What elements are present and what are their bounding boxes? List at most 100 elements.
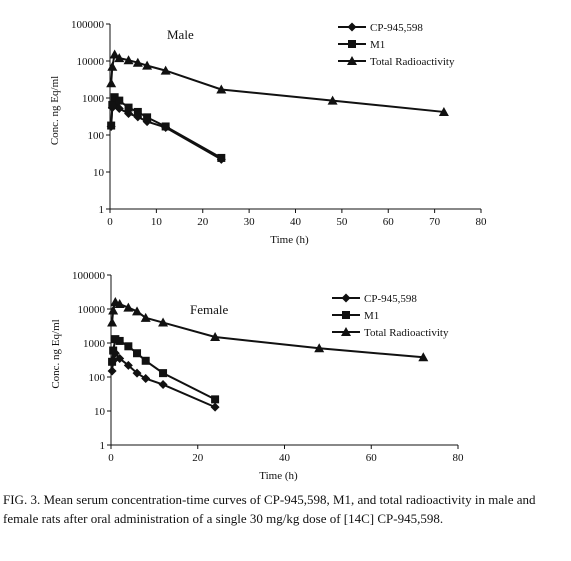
legend-marker <box>347 56 357 65</box>
data-point <box>115 96 124 105</box>
data-point <box>210 332 221 342</box>
legend-entry-cp-945-598: CP-945,598 <box>332 293 417 305</box>
legend-entry-total-radioactivity: Total Radioactivity <box>332 327 449 339</box>
legend-marker <box>348 40 356 48</box>
data-point <box>140 312 151 322</box>
data-point <box>142 60 153 70</box>
series-cp-945-598 <box>107 348 220 412</box>
y-tick-label: 1000 <box>83 338 106 350</box>
data-point <box>111 335 120 344</box>
data-point <box>132 306 143 316</box>
x-tick-label: 30 <box>244 216 256 228</box>
data-point <box>160 65 171 75</box>
data-point <box>115 354 125 364</box>
figure-caption: FIG. 3. Mean serum concentration-time cu… <box>3 492 536 526</box>
legend-label: CP-945,598 <box>370 22 423 34</box>
data-point <box>106 78 117 88</box>
data-point <box>114 104 124 114</box>
legend-label: M1 <box>364 310 379 322</box>
male-chart: 1 10 100 1000 10000 100000 0 10 20 30 40 50 60 70 80 Ti… <box>49 19 488 246</box>
data-point <box>124 342 133 351</box>
y-tick-label: 100000 <box>71 19 105 31</box>
legend-label: Total Radioactivity <box>364 327 449 339</box>
x-tick-label: 80 <box>476 216 488 228</box>
legend-marker <box>341 327 351 336</box>
data-point <box>211 395 220 404</box>
data-point <box>107 317 118 327</box>
chart-title: Female <box>190 302 228 317</box>
x-tick-label: 80 <box>453 452 465 464</box>
data-point <box>418 352 429 362</box>
data-point <box>123 360 133 370</box>
data-point <box>123 302 134 312</box>
data-point <box>109 346 118 355</box>
x-tick-label: 0 <box>108 452 114 464</box>
y-tick-label: 1 <box>99 204 105 216</box>
data-point <box>108 357 117 366</box>
y-tick-label: 10 <box>94 406 106 418</box>
y-tick-label: 1000 <box>82 93 105 105</box>
data-point <box>133 349 142 358</box>
data-point <box>314 343 325 353</box>
y-tick-label: 10000 <box>77 56 105 68</box>
x-axis-label: Time (h) <box>270 234 309 246</box>
data-point <box>133 107 142 116</box>
legend-label: Total Radioactivity <box>370 56 455 68</box>
data-point <box>158 380 168 390</box>
x-tick-label: 60 <box>366 452 378 464</box>
series-total-radioactivity <box>107 297 429 362</box>
legend-marker <box>347 22 357 32</box>
data-point <box>114 53 125 63</box>
series-m1 <box>107 93 226 162</box>
x-tick-label: 40 <box>279 452 291 464</box>
data-point <box>115 336 124 345</box>
x-tick-label: 20 <box>192 452 204 464</box>
data-point <box>123 55 134 65</box>
x-tick-label: 0 <box>107 216 113 228</box>
series-total-radioactivity <box>106 49 449 116</box>
y-tick-label: 100 <box>89 372 106 384</box>
female-chart: 1 10 100 1000 10000 100000 0 20 40 60 80 Time (h) Co… <box>50 270 465 482</box>
data-point <box>114 299 125 309</box>
data-point <box>210 402 220 412</box>
x-tick-label: 60 <box>383 216 395 228</box>
data-point <box>161 122 170 131</box>
x-axis-label: Time (h) <box>259 470 298 482</box>
y-tick-label: 100000 <box>72 270 106 282</box>
data-point <box>327 95 338 105</box>
legend-entry-total-radioactivity: Total Radioactivity <box>338 56 455 68</box>
data-point <box>124 103 133 112</box>
x-tick-label: 20 <box>197 216 209 228</box>
legend-marker <box>342 311 350 319</box>
data-point <box>158 317 169 327</box>
data-point <box>143 113 152 122</box>
legend-label: CP-945,598 <box>364 293 417 305</box>
chart-title: Male <box>167 27 194 42</box>
legend-marker <box>341 293 351 303</box>
data-point <box>107 61 118 71</box>
data-point <box>108 100 117 109</box>
legend-label: M1 <box>370 39 385 51</box>
legend-entry-m1: M1 <box>338 39 385 51</box>
data-point <box>132 368 142 378</box>
series-cp-945-598 <box>106 100 226 164</box>
legend-entry-m1: M1 <box>332 310 379 322</box>
data-point <box>141 374 151 384</box>
series-m1 <box>108 335 220 404</box>
y-tick-label: 1 <box>100 440 106 452</box>
data-point <box>141 356 150 365</box>
y-tick-label: 100 <box>88 130 105 142</box>
data-point <box>159 369 168 378</box>
y-axis-label: Conc. ng Eq/ml <box>50 319 62 388</box>
x-tick-label: 50 <box>336 216 348 228</box>
y-axis-label: Conc. ng Eq/ml <box>49 76 61 145</box>
data-point <box>217 153 226 162</box>
y-tick-label: 10 <box>93 167 105 179</box>
data-point <box>110 93 119 102</box>
x-tick-label: 40 <box>290 216 302 228</box>
data-point <box>438 106 449 116</box>
x-tick-label: 70 <box>429 216 441 228</box>
data-point <box>108 305 119 315</box>
series-line-cp-945-598 <box>111 351 216 409</box>
data-point <box>216 84 227 94</box>
